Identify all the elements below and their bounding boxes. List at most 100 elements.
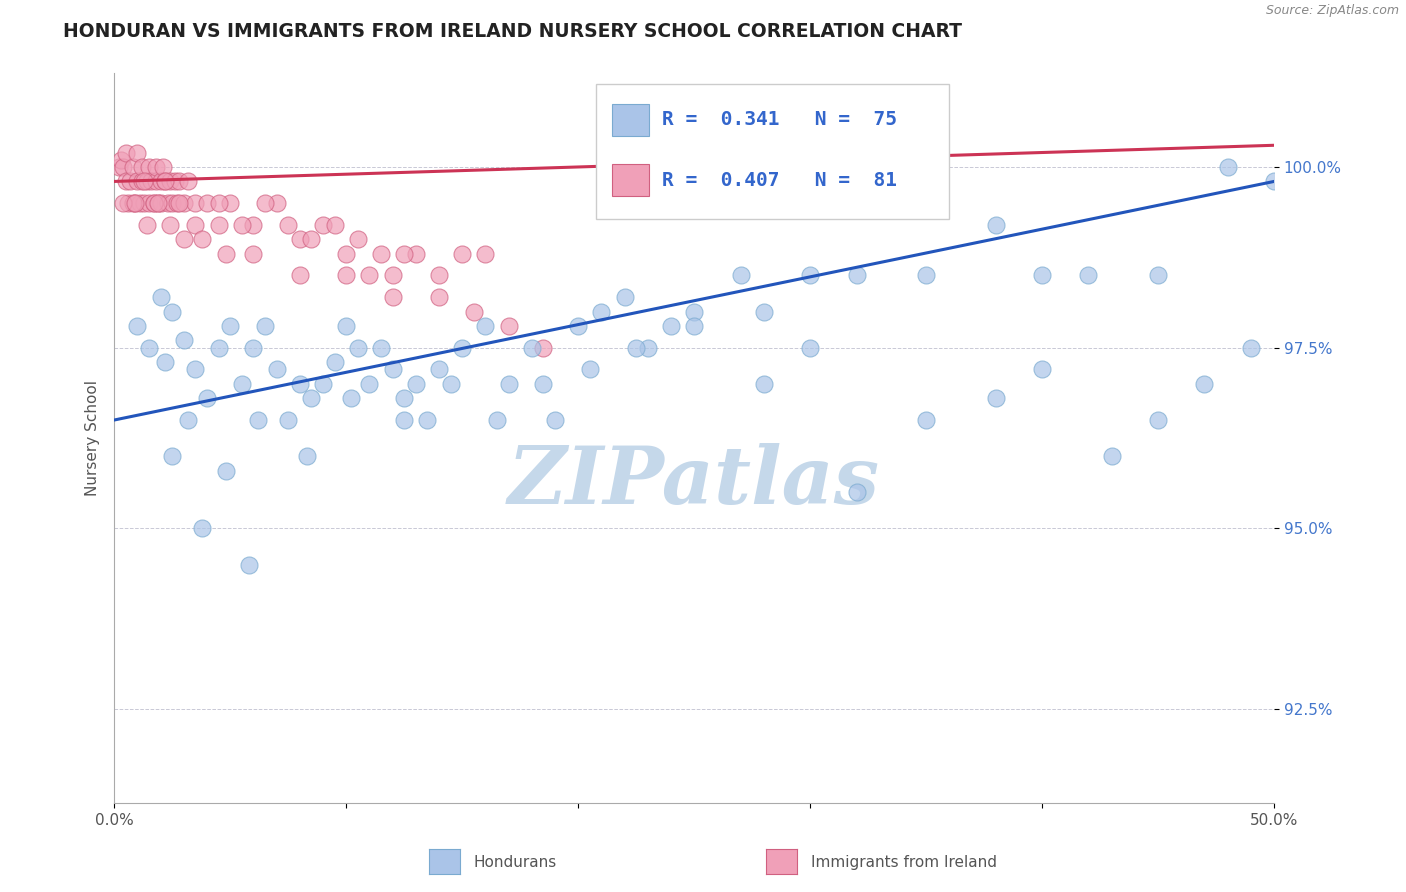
Point	[340, 392, 363, 406]
Point	[142, 196, 165, 211]
Point	[219, 196, 242, 211]
Point	[127, 145, 149, 160]
Point	[381, 290, 404, 304]
Point	[173, 334, 195, 348]
Point	[613, 290, 636, 304]
Point	[184, 196, 207, 211]
Point	[142, 196, 165, 211]
Point	[451, 246, 474, 260]
Point	[117, 196, 139, 211]
Point	[984, 218, 1007, 232]
Point	[346, 341, 368, 355]
Point	[637, 341, 659, 355]
Point	[427, 362, 450, 376]
Point	[191, 521, 214, 535]
Point	[247, 413, 270, 427]
Point	[520, 341, 543, 355]
Point	[138, 196, 160, 211]
Point	[242, 341, 264, 355]
Point	[155, 174, 177, 188]
Point	[1216, 160, 1239, 174]
Point	[138, 341, 160, 355]
FancyBboxPatch shape	[612, 164, 650, 196]
Point	[299, 392, 322, 406]
Point	[152, 160, 174, 174]
Point	[149, 290, 172, 304]
Y-axis label: Nursery School: Nursery School	[86, 380, 100, 496]
Point	[335, 268, 357, 283]
Point	[451, 341, 474, 355]
Point	[207, 218, 229, 232]
Point	[295, 449, 318, 463]
Point	[799, 268, 821, 283]
Point	[163, 174, 186, 188]
Point	[134, 196, 156, 211]
Point	[242, 218, 264, 232]
Point	[485, 413, 508, 427]
Point	[253, 319, 276, 334]
Point	[124, 196, 146, 211]
Point	[1194, 376, 1216, 391]
Point	[427, 290, 450, 304]
Point	[312, 218, 335, 232]
Point	[148, 196, 170, 211]
Point	[145, 160, 167, 174]
Point	[730, 268, 752, 283]
Point	[231, 376, 253, 391]
Point	[159, 218, 181, 232]
Point	[1263, 174, 1285, 188]
Point	[155, 355, 177, 369]
FancyBboxPatch shape	[596, 84, 949, 219]
Point	[191, 232, 214, 246]
Point	[544, 413, 567, 427]
Point	[346, 232, 368, 246]
Point	[184, 362, 207, 376]
Point	[427, 268, 450, 283]
Point	[277, 218, 299, 232]
Text: ZIPatlas: ZIPatlas	[508, 443, 880, 521]
Point	[167, 196, 190, 211]
Point	[1147, 413, 1170, 427]
Point	[288, 268, 311, 283]
Point	[845, 485, 868, 500]
Point	[591, 304, 613, 318]
Point	[752, 304, 775, 318]
Point	[141, 174, 163, 188]
Point	[159, 174, 181, 188]
Point	[177, 413, 200, 427]
Point	[131, 160, 153, 174]
Point	[127, 174, 149, 188]
Point	[266, 196, 288, 211]
Point	[659, 319, 682, 334]
Point	[323, 355, 346, 369]
Point	[288, 376, 311, 391]
Point	[149, 196, 172, 211]
Point	[683, 319, 706, 334]
Point	[135, 174, 157, 188]
Text: Immigrants from Ireland: Immigrants from Ireland	[811, 855, 997, 870]
Point	[498, 376, 520, 391]
Point	[799, 341, 821, 355]
Point	[145, 174, 167, 188]
Point	[370, 341, 392, 355]
Text: R =  0.341   N =  75: R = 0.341 N = 75	[662, 111, 897, 129]
Point	[752, 376, 775, 391]
Point	[112, 160, 135, 174]
Point	[138, 160, 160, 174]
Point	[984, 392, 1007, 406]
Point	[359, 268, 381, 283]
Point	[114, 145, 136, 160]
Point	[155, 174, 177, 188]
Text: HONDURAN VS IMMIGRANTS FROM IRELAND NURSERY SCHOOL CORRELATION CHART: HONDURAN VS IMMIGRANTS FROM IRELAND NURS…	[63, 22, 962, 41]
Point	[149, 174, 172, 188]
Point	[121, 196, 143, 211]
Point	[683, 304, 706, 318]
FancyBboxPatch shape	[612, 103, 650, 136]
Text: Source: ZipAtlas.com: Source: ZipAtlas.com	[1265, 4, 1399, 18]
Point	[1101, 449, 1123, 463]
Point	[253, 196, 276, 211]
Point	[392, 246, 415, 260]
Point	[624, 341, 647, 355]
Point	[370, 246, 392, 260]
Point	[299, 232, 322, 246]
